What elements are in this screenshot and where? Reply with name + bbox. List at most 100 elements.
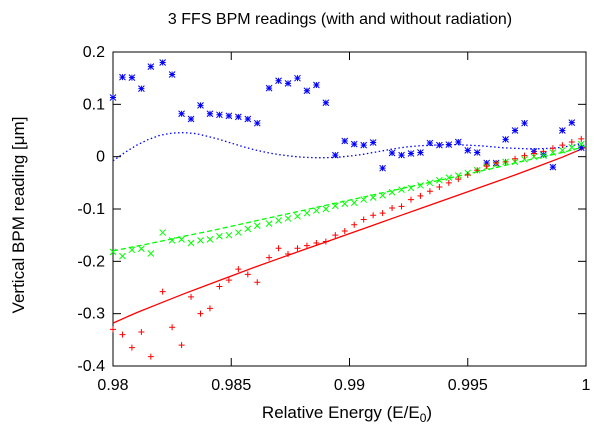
x-tick-label: 0.995 [448,377,488,394]
data-point [398,151,405,159]
x-axis-label-main: Relative Energy (E/E [262,403,420,422]
data-point [341,200,349,208]
data-point [216,232,223,240]
data-point [454,172,462,179]
data-point [473,149,481,156]
data-point [206,235,214,243]
y-tick-label: -0.3 [77,306,105,323]
data-point [360,141,368,149]
data-point [398,186,405,193]
data-point [197,310,204,317]
x-tick-label: 0.99 [334,377,365,394]
data-point [147,250,155,257]
data-point [407,150,415,157]
x-tick-label: 0.985 [211,377,251,394]
data-point [253,222,261,230]
data-point [284,80,292,87]
data-point [521,155,528,163]
data-point [350,140,358,148]
y-tick-label: 0.1 [83,96,105,113]
data-point [275,245,282,252]
data-point [568,119,576,127]
fit-line [112,146,587,324]
data-point [178,235,185,243]
data-point [370,212,377,219]
y-tick-label: -0.1 [77,201,105,218]
y-tick-label: -0.4 [77,358,105,375]
data-point [138,328,145,335]
data-point [159,229,167,236]
data-point [577,144,585,152]
data-point [540,152,547,159]
data-point [206,110,214,118]
data-point [578,135,585,142]
data-point [379,164,386,172]
data-point [464,147,472,154]
y-axis-label: Vertical BPM reading [μm] [9,117,28,314]
data-point [322,99,330,107]
data-point [407,196,414,203]
data-point [138,85,145,92]
data-point [426,179,434,187]
fit-line [112,145,587,252]
data-point [511,158,519,166]
data-point [303,87,311,95]
data-point [388,149,396,157]
y-tick-label: 0.2 [83,44,105,61]
data-point [128,74,136,81]
data-point [417,192,424,199]
x-axis-label-subscript: 0 [420,411,427,425]
data-point [436,176,443,184]
data-point [341,227,348,234]
data-point [266,254,273,261]
data-point [253,119,261,127]
data-point [244,271,251,278]
data-point [168,71,176,78]
data-point [360,196,368,203]
data-point [445,179,452,186]
data-point [322,238,329,245]
chart-title: 3 FFS BPM readings (with and without rad… [168,11,512,28]
data-point [388,188,396,196]
data-point [188,293,195,300]
data-point [530,153,538,161]
data-point [454,138,462,146]
data-point [341,137,349,145]
data-point [322,205,330,213]
data-point [332,232,339,239]
data-point [445,174,453,181]
data-point [558,127,566,134]
data-point [187,239,195,247]
data-point [436,184,443,191]
data-point [159,59,167,66]
data-point [110,326,116,333]
data-point [313,81,320,89]
data-point [197,102,204,109]
data-point [303,242,310,249]
data-point [436,141,443,149]
data-point [511,127,519,134]
data-point [147,63,155,71]
plot-frame [112,51,587,367]
data-point [178,342,185,349]
data-point [369,139,377,146]
data-point [178,110,185,118]
x-tick-label: 0.98 [97,377,128,394]
data-point [294,212,301,220]
data-points [109,59,585,360]
data-point [187,115,195,123]
y-tick-label: -0.2 [77,253,105,270]
data-point [559,142,566,149]
data-point [360,216,367,223]
data-point [275,77,282,85]
data-point [389,204,396,211]
data-point [169,324,176,331]
x-axis-label-close: ) [426,403,432,422]
data-point [225,277,232,284]
data-point [426,139,434,147]
data-point [407,184,415,192]
data-point [530,150,537,157]
data-point [483,163,490,170]
data-point [138,245,145,253]
